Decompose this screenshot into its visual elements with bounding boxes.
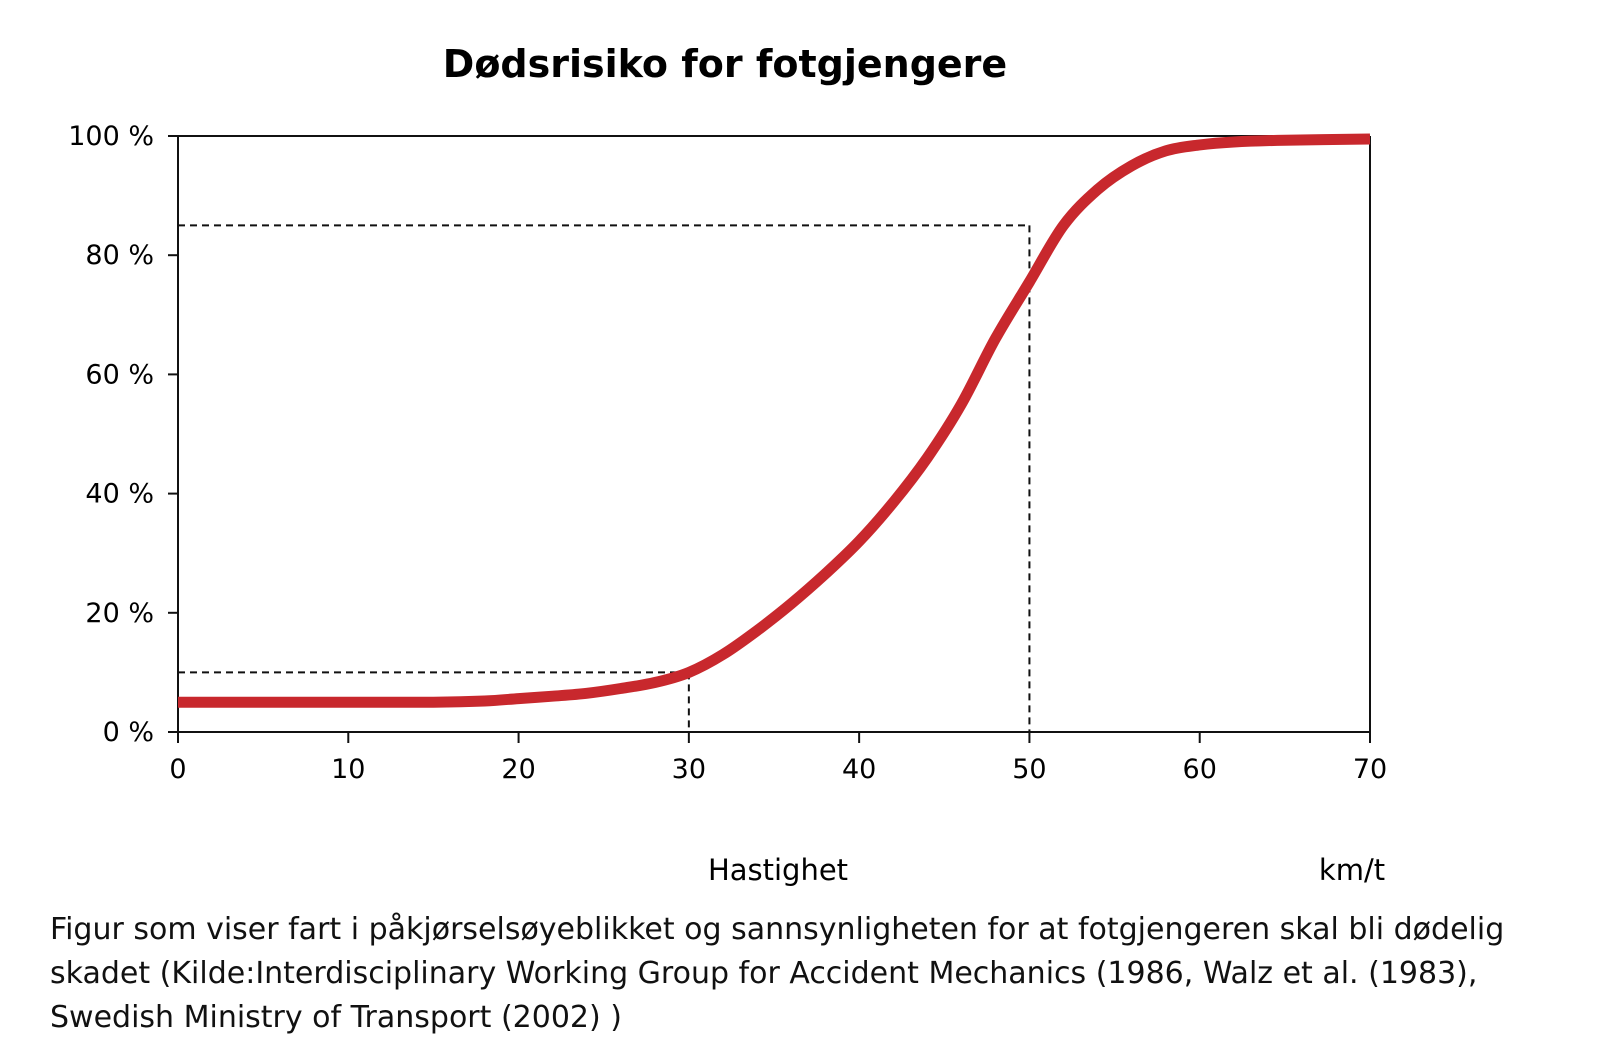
ticks-layer: 0 % 20 % 40 % 60 % 80 % 100 % 0 10 20 30 40 50 60 70 (68, 121, 1387, 785)
series-layer (177, 133, 1371, 708)
reference-lines (178, 224, 1031, 732)
y-tick-label: 0 % (103, 717, 154, 748)
x-tick-label: 0 (169, 754, 186, 785)
caption-line-1: Figur som viser fart i påkjørselsøyeblik… (50, 912, 1505, 947)
figure-caption: Figur som viser fart i påkjørselsøyeblik… (50, 908, 1600, 1040)
x-tick-label: 70 (1353, 754, 1387, 785)
y-tick-label: 100 % (68, 121, 154, 152)
y-tick-label: 20 % (85, 598, 154, 629)
x-tick-label: 30 (672, 754, 706, 785)
y-tick-label: 60 % (85, 359, 154, 390)
x-tick-label: 20 (501, 754, 535, 785)
caption-line-2: skadet (Kilde:Interdisciplinary Working … (50, 956, 1478, 991)
x-tick-label: 40 (842, 754, 876, 785)
x-axis-label: Hastighet (708, 853, 848, 887)
chart-title: Dødsrisiko for fotgjengere (443, 42, 1007, 86)
caption-line-3: Swedish Ministry of Transport (2002) ) (50, 1000, 622, 1035)
x-axis-unit: km/t (1319, 853, 1385, 887)
x-tick-label: 50 (1012, 754, 1046, 785)
y-tick-label: 40 % (85, 479, 154, 510)
series-line (177, 133, 1371, 708)
x-tick-label: 10 (331, 754, 365, 785)
x-tick-label: 60 (1183, 754, 1217, 785)
y-tick-label: 80 % (85, 240, 154, 271)
